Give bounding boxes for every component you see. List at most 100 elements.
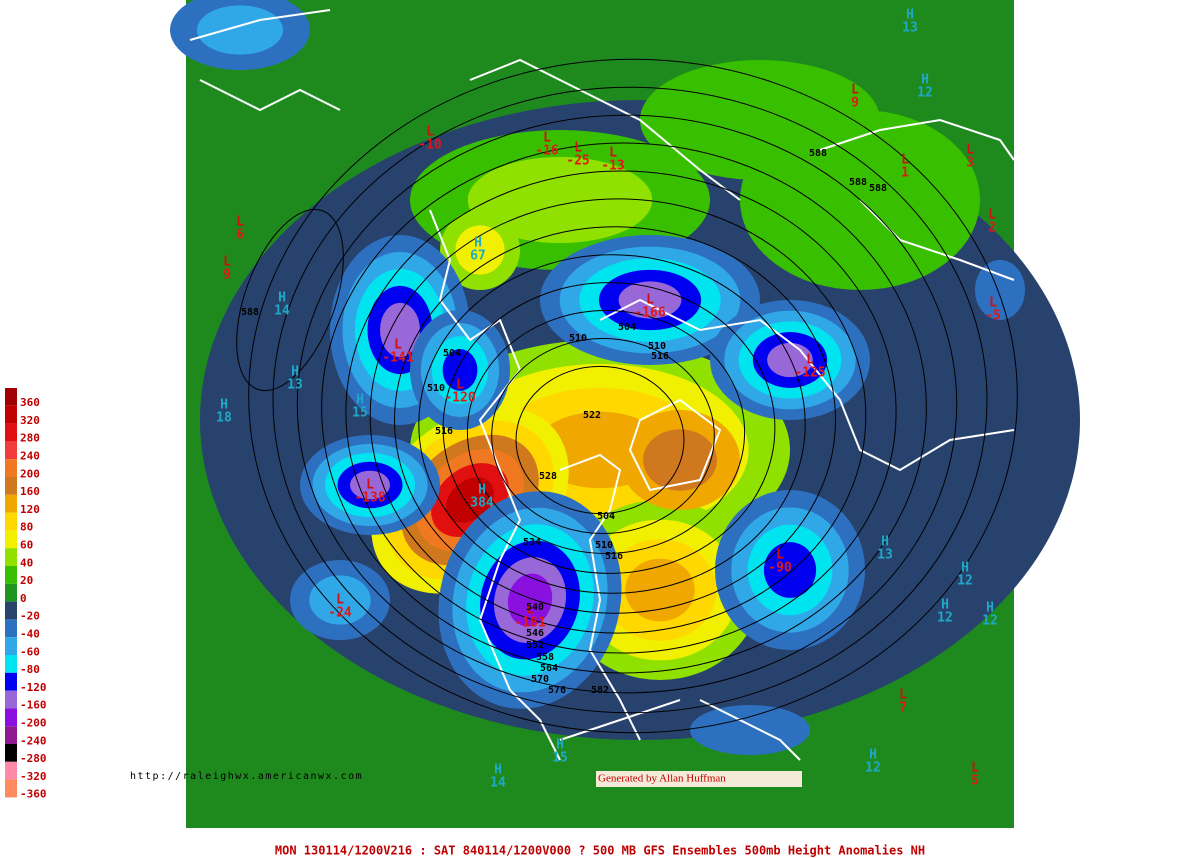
map-labels: L-10 L-16 L-25L-13L-166L-141L-120L-138H384… bbox=[216, 8, 1001, 791]
marker-value: -120 bbox=[444, 391, 475, 406]
coastline bbox=[559, 453, 641, 741]
contour-label: 516 bbox=[605, 551, 623, 562]
marker-value: -16 bbox=[535, 144, 559, 159]
marker-letter: L bbox=[989, 296, 997, 311]
legend-swatch bbox=[5, 441, 17, 460]
marker-letter: H bbox=[556, 738, 564, 753]
marker-value: 12 bbox=[957, 574, 973, 589]
anomaly-shade bbox=[442, 349, 478, 391]
contour-label: 510 bbox=[595, 540, 613, 551]
contour-label: 522 bbox=[583, 410, 601, 421]
marker-letter: H bbox=[474, 236, 482, 251]
legend-swatch bbox=[5, 779, 17, 798]
coastline bbox=[429, 209, 561, 761]
credit-text: Generated by Allan Huffman bbox=[598, 773, 726, 785]
contour-label: 540 bbox=[526, 602, 544, 613]
contour-label: 564 bbox=[540, 663, 558, 674]
marker-value: 6 bbox=[236, 228, 244, 243]
legend-label: -40 bbox=[20, 628, 40, 641]
legend-label: -160 bbox=[20, 699, 47, 712]
legend-swatch bbox=[5, 494, 17, 513]
marker-value: 15 bbox=[552, 751, 568, 766]
marker-value: 384 bbox=[470, 496, 494, 511]
marker-value: -10 bbox=[418, 138, 442, 153]
marker-value: 12 bbox=[937, 611, 953, 626]
marker-letter: L bbox=[366, 478, 374, 493]
anomaly-shade bbox=[507, 573, 553, 627]
legend-label: 320 bbox=[20, 414, 40, 427]
legend-swatch bbox=[5, 530, 17, 549]
marker-value: 13 bbox=[902, 21, 918, 36]
legend-swatch bbox=[5, 761, 17, 780]
legend-label: -320 bbox=[20, 770, 47, 783]
legend-label: -280 bbox=[20, 752, 47, 765]
coastline bbox=[469, 58, 741, 201]
legend-swatch bbox=[5, 548, 17, 566]
legend-label: 120 bbox=[20, 503, 40, 516]
marker-value: 12 bbox=[917, 86, 933, 101]
legend-label: -360 bbox=[20, 788, 47, 801]
legend-swatch bbox=[5, 477, 17, 495]
marker-value: 12 bbox=[982, 614, 998, 629]
anomaly-shade bbox=[763, 542, 817, 598]
marker-value: 14 bbox=[490, 776, 506, 791]
legend-swatch bbox=[5, 655, 17, 673]
marker-letter: H bbox=[356, 393, 364, 408]
legend-swatch bbox=[5, 637, 17, 655]
contour-label: 510 bbox=[648, 341, 666, 352]
marker-value: 14 bbox=[274, 304, 290, 319]
anomaly-shade bbox=[618, 281, 682, 319]
legend-label: -80 bbox=[20, 663, 40, 676]
marker-value: -90 bbox=[768, 561, 792, 576]
legend-swatch bbox=[5, 708, 17, 727]
marker-letter: H bbox=[278, 291, 286, 306]
marker-value: -24 bbox=[328, 606, 352, 621]
marker-letter: L bbox=[543, 131, 551, 146]
legend-swatch bbox=[5, 744, 17, 762]
anomaly-shade bbox=[309, 575, 371, 625]
legend-label: 280 bbox=[20, 432, 40, 445]
contour-label: 510 bbox=[427, 383, 445, 394]
caption: MON 130114/1200V216 : SAT 840114/1200V00… bbox=[275, 844, 925, 858]
contour-label: 588 bbox=[241, 307, 259, 318]
contour-label: 504 bbox=[597, 511, 615, 522]
contour bbox=[442, 282, 776, 574]
marker-letter: H bbox=[906, 8, 914, 23]
contour bbox=[321, 142, 927, 674]
marker-value: 15 bbox=[352, 406, 368, 421]
legend-swatch bbox=[5, 690, 17, 709]
legend-swatch bbox=[5, 388, 17, 406]
contour-label: 504 bbox=[443, 348, 461, 359]
legend-swatch bbox=[5, 566, 17, 584]
contour bbox=[272, 86, 988, 714]
marker-value: 1 bbox=[901, 166, 909, 181]
contour-label: 528 bbox=[539, 471, 557, 482]
marker-value: 9 bbox=[851, 96, 859, 111]
marker-letter: H bbox=[921, 73, 929, 88]
legend-label: 0 bbox=[20, 592, 27, 605]
legend-label: 80 bbox=[20, 521, 33, 534]
coastline bbox=[599, 298, 1015, 472]
contour bbox=[236, 208, 344, 392]
contour bbox=[394, 226, 836, 614]
source-url: http://raleighwx.americanwx.com bbox=[130, 771, 363, 782]
legend-swatch bbox=[5, 459, 17, 477]
marker-value: 5 bbox=[971, 774, 979, 789]
legend-swatch bbox=[5, 601, 17, 620]
marker-letter: L bbox=[609, 146, 617, 161]
coastline bbox=[559, 699, 801, 761]
legend-swatch bbox=[5, 726, 17, 744]
marker-letter: L bbox=[426, 125, 434, 140]
color-legend: 360320280240200160120806040200-20-40-60-… bbox=[5, 388, 47, 801]
marker-value: 12 bbox=[865, 761, 881, 776]
marker-value: -138 bbox=[354, 491, 385, 506]
marker-letter: H bbox=[291, 365, 299, 380]
contour-label: 546 bbox=[526, 628, 544, 639]
contour bbox=[515, 365, 685, 515]
legend-label: -120 bbox=[20, 681, 47, 694]
contour-label: 570 bbox=[531, 674, 549, 685]
legend-label: 40 bbox=[20, 556, 33, 569]
contour bbox=[466, 310, 746, 554]
marker-value: 7 bbox=[899, 701, 907, 716]
